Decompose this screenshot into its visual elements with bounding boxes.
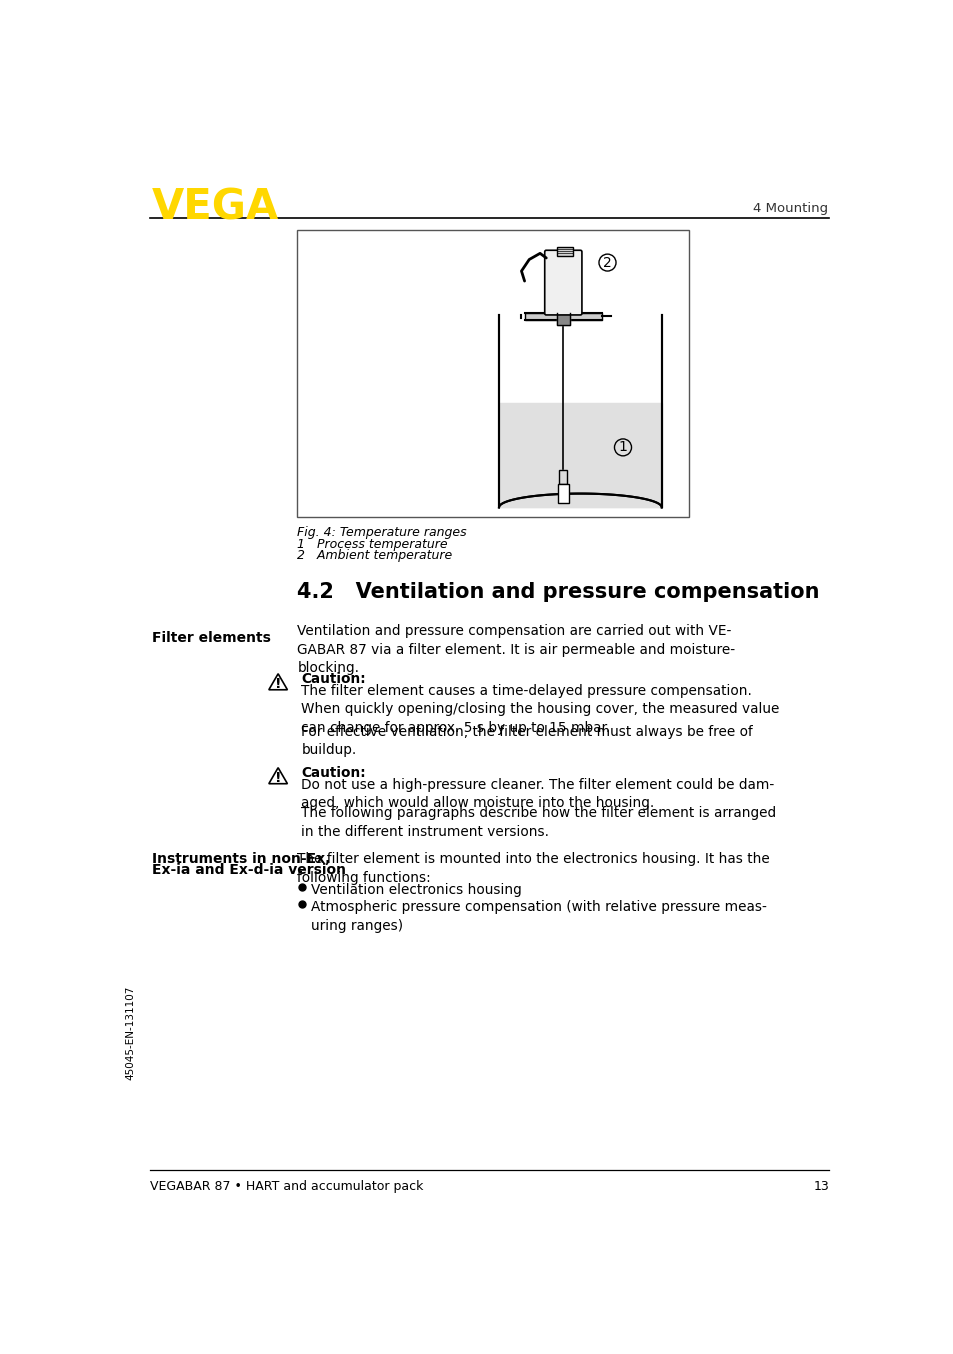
- FancyBboxPatch shape: [544, 250, 581, 315]
- Text: VEGABAR 87 • HART and accumulator pack: VEGABAR 87 • HART and accumulator pack: [150, 1181, 423, 1193]
- Text: Do not use a high-pressure cleaner. The filter element could be dam-
aged, which: Do not use a high-pressure cleaner. The …: [301, 777, 774, 810]
- Text: Ex-ia and Ex-d-ia version: Ex-ia and Ex-d-ia version: [152, 864, 345, 877]
- Text: Atmospheric pressure compensation (with relative pressure meas-
uring ranges): Atmospheric pressure compensation (with …: [311, 900, 766, 933]
- Text: 2: 2: [602, 256, 611, 269]
- Bar: [558, 485, 568, 502]
- Text: The filter element causes a time-delayed pressure compensation.
When quickly ope: The filter element causes a time-delayed…: [301, 684, 779, 735]
- Bar: [557, 248, 572, 256]
- Text: 1: 1: [618, 440, 627, 455]
- Text: Caution:: Caution:: [301, 672, 366, 686]
- Text: 45045-EN-131107: 45045-EN-131107: [126, 986, 135, 1079]
- Text: 13: 13: [813, 1181, 828, 1193]
- Bar: [297, 230, 688, 517]
- Text: The filter element is mounted into the electronics housing. It has the
following: The filter element is mounted into the e…: [297, 853, 769, 884]
- Text: !: !: [274, 770, 281, 784]
- Polygon shape: [546, 313, 579, 325]
- Polygon shape: [498, 494, 661, 508]
- Text: Ventilation electronics housing: Ventilation electronics housing: [311, 883, 521, 898]
- Text: Instruments in non-Ex,: Instruments in non-Ex,: [152, 853, 330, 867]
- Text: Ventilation and pressure compensation are carried out with VE-
GABAR 87 via a fi: Ventilation and pressure compensation ar…: [297, 624, 735, 676]
- Text: The following paragraphs describe how the filter element is arranged
in the diff: The following paragraphs describe how th…: [301, 806, 776, 838]
- Text: Filter elements: Filter elements: [152, 631, 271, 645]
- Text: 1   Process temperature: 1 Process temperature: [297, 539, 448, 551]
- Text: Fig. 4: Temperature ranges: Fig. 4: Temperature ranges: [297, 525, 467, 539]
- Text: !: !: [274, 677, 281, 691]
- Text: 2   Ambient temperature: 2 Ambient temperature: [297, 548, 453, 562]
- Text: 4.2   Ventilation and pressure compensation: 4.2 Ventilation and pressure compensatio…: [297, 582, 820, 603]
- Text: For effective ventilation, the filter element must always be free of
buildup.: For effective ventilation, the filter el…: [301, 724, 752, 757]
- Bar: [558, 470, 567, 485]
- Text: VEGA: VEGA: [152, 185, 279, 227]
- Text: Caution:: Caution:: [301, 766, 366, 780]
- Polygon shape: [498, 402, 661, 508]
- Text: 4 Mounting: 4 Mounting: [753, 202, 827, 215]
- Bar: [524, 313, 601, 320]
